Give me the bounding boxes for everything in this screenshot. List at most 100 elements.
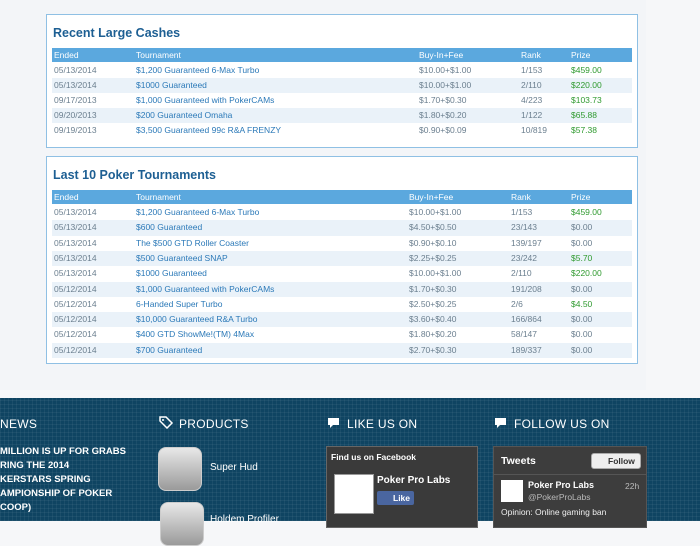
fb-page-name[interactable]: Poker Pro Labs <box>377 475 451 486</box>
prize: $57.38 <box>571 125 597 135</box>
facebook-widget: Find us on Facebook Poker Pro Labs Like <box>326 446 478 528</box>
news-text[interactable]: MILLION IS UP FOR GRABS RING THE 2014 KE… <box>0 445 126 515</box>
tournament-link[interactable]: $400 GTD ShowMe!(TM) 4Max <box>136 329 255 340</box>
table-row: 05/13/2014 $600 Guaranteed $4.50+$0.50 23/1… <box>52 220 632 236</box>
table-row: 05/12/2014 $1,000 Guaranteed with PokerCA… <box>52 281 632 297</box>
tournament-link[interactable]: $600 Guaranteed <box>136 222 203 233</box>
tweet-name[interactable]: Poker Pro Labs <box>528 480 595 490</box>
tournament-link[interactable]: $1000 Guaranteed <box>136 80 207 90</box>
rank: 4/223 <box>521 95 543 105</box>
tournament-link[interactable]: 6-Handed Super Turbo <box>136 298 223 309</box>
column-header: Tournament <box>136 192 181 202</box>
table-row: 05/13/2014 $1000 Guaranteed $10.00+$1.00 2/… <box>52 266 632 281</box>
prize: $0.00 <box>571 222 593 233</box>
column-header: Ended <box>54 192 79 202</box>
column-header: Rank <box>521 50 541 60</box>
tag-icon <box>159 416 174 429</box>
buy-in: $2.50+$0.25 <box>409 298 457 309</box>
buy-in: $1.80+$0.20 <box>409 329 457 340</box>
column-header: Tournament <box>136 50 181 60</box>
tweets-label: Tweets <box>501 455 536 467</box>
tournament-link[interactable]: The $500 GTD Roller Coaster <box>136 237 249 248</box>
prize: $220.00 <box>571 268 602 279</box>
tournament-link[interactable]: $700 Guaranteed <box>136 344 203 355</box>
product-icon[interactable] <box>160 502 204 546</box>
news-line: COOP) <box>0 502 32 513</box>
table-row: 05/12/2014 $400 GTD ShowMe!(TM) 4Max $1.80… <box>52 327 632 342</box>
prize: $0.00 <box>571 283 593 294</box>
tweet-time: 22h <box>625 481 640 491</box>
prize: $0.00 <box>571 329 593 340</box>
news-line: RING THE 2014 <box>0 460 70 471</box>
buy-in: $0.90+$0.09 <box>419 125 467 135</box>
buy-in: $1.80+$0.20 <box>419 110 467 120</box>
panel-title: Recent Large Cashes <box>53 26 181 40</box>
rank: 189/337 <box>511 344 542 355</box>
tournament-link[interactable]: $1,200 Guaranteed 6-Max Turbo <box>136 65 260 75</box>
product-name[interactable]: Holdem Profiler <box>210 514 279 525</box>
ended-date: 05/13/2014 <box>54 80 97 90</box>
table-row: 05/12/2014 $10,000 Guaranteed R&A Turbo $3… <box>52 312 632 328</box>
prize: $0.00 <box>571 314 593 325</box>
fb-logo <box>334 474 374 514</box>
prize: $459.00 <box>571 65 602 75</box>
tournament-link[interactable]: $1000 Guaranteed <box>136 268 207 279</box>
tournament-link[interactable]: $500 Guaranteed SNAP <box>136 252 228 263</box>
tweet-text: Opinion: Online gaming ban <box>501 507 607 517</box>
table-row: 05/12/2014 6-Handed Super Turbo $2.50+$0.2… <box>52 297 632 312</box>
ended-date: 05/12/2014 <box>54 283 97 294</box>
panel-title: Last 10 Poker Tournaments <box>53 168 217 182</box>
tournament-link[interactable]: $10,000 Guaranteed R&A Turbo <box>136 314 258 325</box>
ended-date: 05/13/2014 <box>54 252 97 263</box>
buy-in: $2.70+$0.30 <box>409 344 457 355</box>
table-row: 05/13/2014 The $500 GTD Roller Coaster $0.… <box>52 236 632 251</box>
tournament-link[interactable]: $1,000 Guaranteed with PokerCAMs <box>136 283 275 294</box>
column-header: Buy-In+Fee <box>409 192 454 202</box>
rank: 58/147 <box>511 329 537 340</box>
like-heading: LIKE US ON <box>347 417 418 431</box>
chat-icon <box>328 418 339 428</box>
follow-button[interactable]: Follow <box>591 453 641 469</box>
table-row: 05/13/2014 $500 Guaranteed SNAP $2.25+$0.2… <box>52 250 632 267</box>
table-row: 09/20/2013 $200 Guaranteed Omaha $1.80+$0.… <box>52 108 632 123</box>
tournament-link[interactable]: $1,200 Guaranteed 6-Max Turbo <box>136 207 260 217</box>
buy-in: $2.25+$0.25 <box>409 252 457 263</box>
buy-in: $0.90+$0.10 <box>409 237 457 248</box>
buy-in: $10.00+$1.00 <box>419 80 472 90</box>
prize: $103.73 <box>571 95 602 105</box>
ended-date: 05/12/2014 <box>54 298 97 309</box>
ended-date: 09/19/2013 <box>54 125 97 135</box>
column-header: Rank <box>511 192 531 202</box>
table-row: 05/13/2014 $1000 Guaranteed $10.00+$1.00 2/… <box>52 78 632 93</box>
news-line: KERSTARS SPRING <box>0 474 91 485</box>
product-icon[interactable] <box>158 447 202 491</box>
page: Recent Large Cashes Ended Tournament Buy-I… <box>0 14 700 546</box>
buy-in: $4.50+$0.50 <box>409 222 457 233</box>
table-row: 05/12/2014 $700 Guaranteed $2.70+$0.30 189/… <box>52 342 632 358</box>
ended-date: 05/12/2014 <box>54 344 97 355</box>
ended-date: 05/13/2014 <box>54 207 97 217</box>
column-header: Buy-In+Fee <box>419 50 464 60</box>
ended-date: 05/12/2014 <box>54 329 97 340</box>
prize: $0.00 <box>571 344 593 355</box>
buy-in: $10.00+$1.00 <box>409 207 462 217</box>
prize: $4.50 <box>571 298 593 309</box>
ended-date: 09/17/2013 <box>54 95 97 105</box>
ended-date: 09/20/2013 <box>54 110 97 120</box>
fb-like-button[interactable]: Like <box>377 491 415 505</box>
buy-in: $10.00+$1.00 <box>409 268 462 279</box>
ended-date: 05/13/2014 <box>54 65 97 75</box>
table-row: 09/17/2013 $1,000 Guaranteed with PokerCA… <box>52 93 632 108</box>
tournament-link[interactable]: $200 Guaranteed Omaha <box>136 110 233 120</box>
twitter-widget: Tweets Follow Poker Pro Labs 22h @PokerP… <box>493 446 647 528</box>
recent-cashes-panel: Recent Large Cashes Ended Tournament Buy-I… <box>46 14 638 148</box>
buy-in: $3.60+$0.40 <box>409 314 457 325</box>
product-name[interactable]: Super Hud <box>210 462 258 473</box>
column-header: Prize <box>571 192 591 202</box>
tournament-link[interactable]: $3,500 Guaranteed 99c R&A FRENZY <box>136 125 282 135</box>
fb-title: Find us on Facebook <box>331 452 417 462</box>
column-header: Prize <box>571 50 591 60</box>
follow-heading: FOLLOW US ON <box>514 417 610 431</box>
rank: 1/153 <box>521 65 543 75</box>
tournament-link[interactable]: $1,000 Guaranteed with PokerCAMs <box>136 95 275 105</box>
